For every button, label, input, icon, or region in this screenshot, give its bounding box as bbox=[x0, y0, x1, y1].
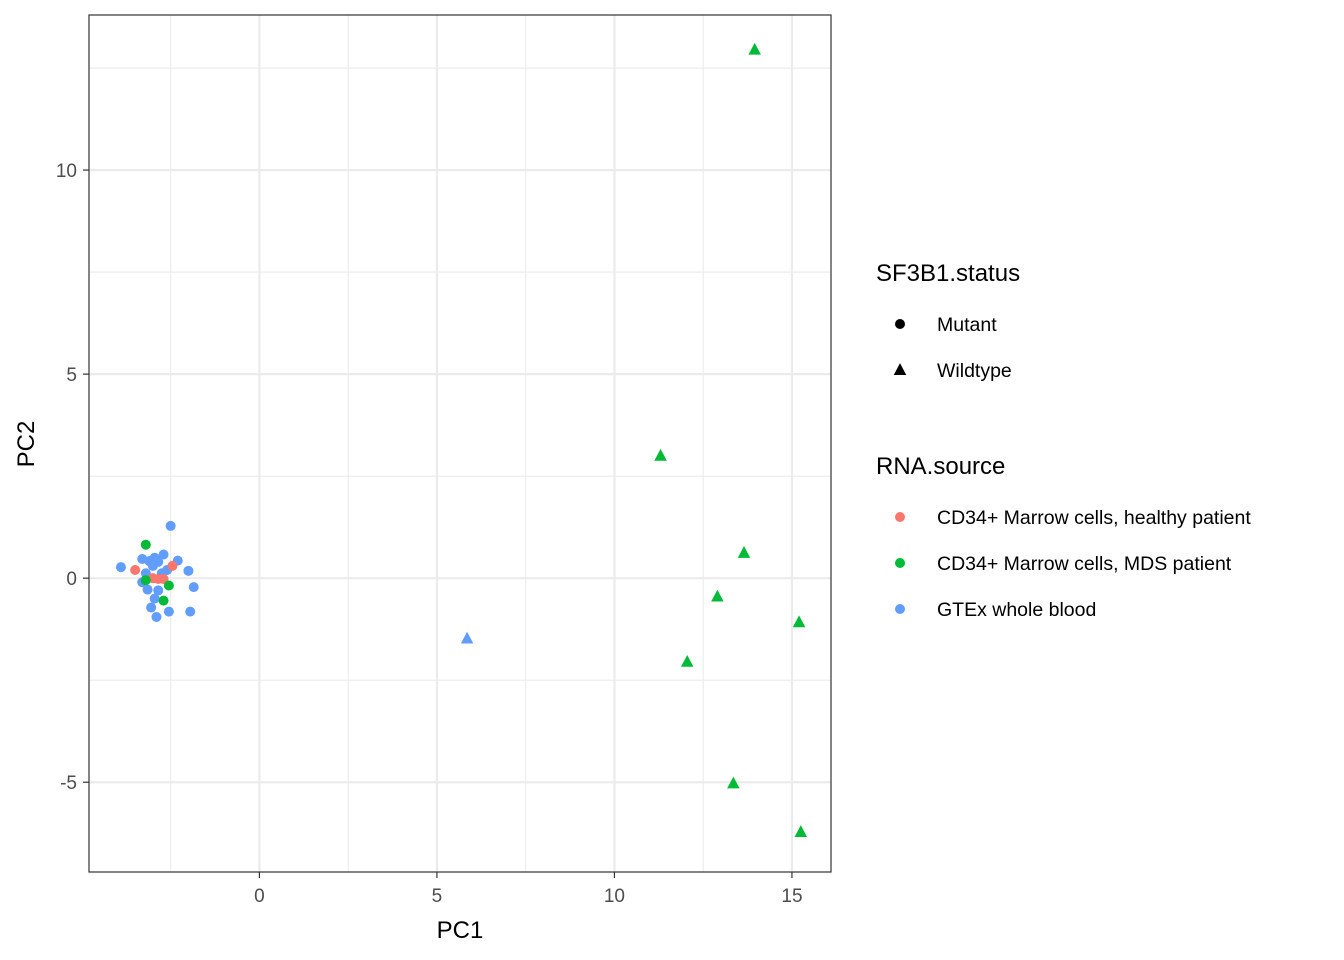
y-axis-ticks: -5 0 5 10 bbox=[56, 161, 89, 794]
point-wildtype bbox=[748, 42, 761, 55]
point-mutant bbox=[146, 602, 157, 613]
point-mutant bbox=[153, 585, 164, 596]
point-mutant bbox=[140, 575, 151, 586]
x-axis-title: PC1 bbox=[437, 917, 484, 944]
point-mutant bbox=[140, 568, 151, 579]
x-tick-label: 0 bbox=[254, 886, 265, 907]
point-mutant bbox=[183, 565, 194, 576]
legend-title-shape: SF3B1.status bbox=[876, 260, 1020, 287]
y-axis-title: PC2 bbox=[13, 421, 40, 468]
point-mutant bbox=[151, 611, 162, 622]
point-wildtype bbox=[794, 825, 808, 837]
grid-lines bbox=[89, 15, 831, 872]
point-mutant bbox=[163, 580, 174, 591]
point-mutant bbox=[165, 520, 176, 531]
point-mutant bbox=[158, 549, 169, 560]
legend-key-circle bbox=[895, 319, 905, 329]
point-mutant bbox=[147, 560, 158, 571]
point-wildtype bbox=[727, 776, 740, 789]
x-axis-ticks: 0 5 10 15 bbox=[254, 872, 803, 907]
legend-key-color bbox=[895, 512, 905, 522]
point-mutant bbox=[167, 560, 178, 571]
point-mutant bbox=[149, 593, 160, 604]
point-mutant bbox=[185, 606, 196, 617]
plot-panel-border bbox=[88, 14, 832, 873]
point-mutant bbox=[115, 562, 126, 573]
point-wildtype bbox=[711, 589, 724, 602]
legend-color-entries: CD34+ Marrow cells, healthy patient CD34+… bbox=[895, 507, 1251, 621]
point-mutant bbox=[158, 595, 169, 606]
legend-title-color: RNA.source bbox=[876, 453, 1005, 480]
point-mutant bbox=[140, 539, 151, 550]
y-tick-label: 10 bbox=[56, 161, 77, 182]
legend-label-shape: Wildtype bbox=[937, 360, 1012, 382]
point-wildtype bbox=[680, 655, 694, 667]
point-wildtype bbox=[792, 615, 806, 628]
x-tick-label: 5 bbox=[432, 886, 443, 907]
legend-key-color bbox=[895, 558, 905, 568]
point-wildtype bbox=[654, 448, 667, 461]
point-wildtype bbox=[460, 631, 474, 644]
data-points bbox=[115, 42, 808, 837]
point-wildtype bbox=[737, 546, 751, 558]
legend-label-color: CD34+ Marrow cells, MDS patient bbox=[937, 553, 1232, 575]
point-mutant bbox=[163, 606, 174, 617]
legend-shape-entries: Mutant Wildtype bbox=[893, 314, 1012, 382]
legend: SF3B1.status Mutant Wildtype RNA.source C… bbox=[876, 260, 1251, 621]
y-tick-label: -5 bbox=[60, 773, 77, 794]
x-tick-label: 10 bbox=[604, 886, 625, 907]
y-tick-label: 5 bbox=[66, 365, 77, 386]
x-tick-label: 15 bbox=[781, 886, 802, 907]
point-mutant bbox=[188, 582, 199, 593]
legend-label-color: CD34+ Marrow cells, healthy patient bbox=[937, 507, 1251, 529]
legend-key-triangle bbox=[893, 363, 907, 375]
legend-label-color: GTEx whole blood bbox=[937, 599, 1096, 621]
point-mutant bbox=[142, 584, 153, 595]
legend-label-shape: Mutant bbox=[937, 314, 997, 336]
y-tick-label: 0 bbox=[66, 569, 77, 590]
point-mutant bbox=[130, 565, 141, 576]
legend-key-color bbox=[895, 604, 905, 614]
